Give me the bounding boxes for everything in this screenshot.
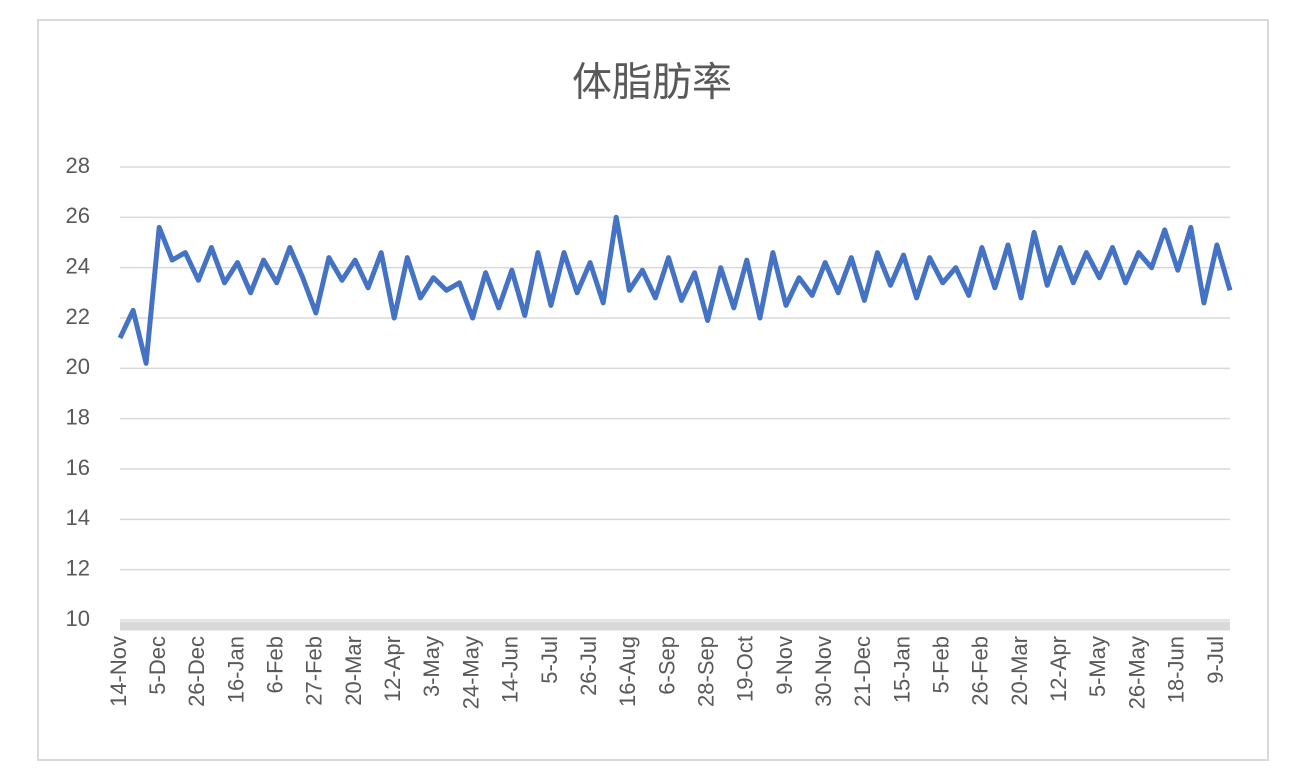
chart-border [37, 19, 1269, 761]
x-tick-label: 6-Sep [654, 636, 679, 695]
x-tick-label: 3-May [419, 636, 444, 697]
x-tick-label: 5-Feb [929, 636, 954, 693]
chart-title: 体脂肪率 [572, 61, 732, 105]
y-tick-label: 28 [66, 153, 90, 178]
x-tick-label: 26-Dec [184, 636, 209, 707]
x-tick-label: 20-Mar [1007, 636, 1032, 706]
x-tick-label: 5-Jul [537, 636, 562, 684]
x-tick-label: 18-Jun [1164, 636, 1189, 703]
x-tick-label: 26-Jul [576, 636, 601, 696]
x-tick-label: 9-Jul [1203, 636, 1228, 684]
x-tick-label: 6-Feb [263, 636, 288, 693]
y-tick-label: 10 [66, 606, 90, 631]
x-tick-label: 14-Jun [498, 636, 523, 703]
x-tick-label: 24-May [458, 636, 483, 709]
x-tick-label: 16-Jan [223, 636, 248, 703]
x-tick-label: 27-Feb [302, 636, 327, 706]
x-tick-label: 12-Apr [380, 636, 405, 702]
x-tick-label: 19-Oct [733, 636, 758, 702]
x-tick-label: 15-Jan [889, 636, 914, 703]
x-tick-label: 14-Nov [106, 636, 131, 707]
x-tick-label: 28-Sep [693, 636, 718, 707]
x-tick-label: 21-Dec [850, 636, 875, 707]
y-tick-label: 16 [66, 455, 90, 480]
x-tick-label: 26-Feb [968, 636, 993, 706]
x-tick-label: 16-Aug [615, 636, 640, 707]
x-tick-label: 9-Nov [772, 636, 797, 695]
y-tick-label: 20 [66, 354, 90, 379]
x-tick-label: 20-Mar [341, 636, 366, 706]
x-tick-label: 26-May [1124, 636, 1149, 709]
y-tick-label: 26 [66, 203, 90, 228]
x-tick-label: 5-Dec [145, 636, 170, 695]
y-tick-label: 14 [66, 505, 90, 530]
x-tick-label: 30-Nov [811, 636, 836, 707]
y-tick-label: 22 [66, 304, 90, 329]
y-tick-label: 18 [66, 404, 90, 429]
data-line [117, 214, 1233, 366]
x-tick-label: 5-May [1085, 636, 1110, 697]
y-tick-label: 12 [66, 555, 90, 580]
x-tick-label: 12-Apr [1046, 636, 1071, 702]
y-tick-label: 24 [66, 253, 90, 278]
